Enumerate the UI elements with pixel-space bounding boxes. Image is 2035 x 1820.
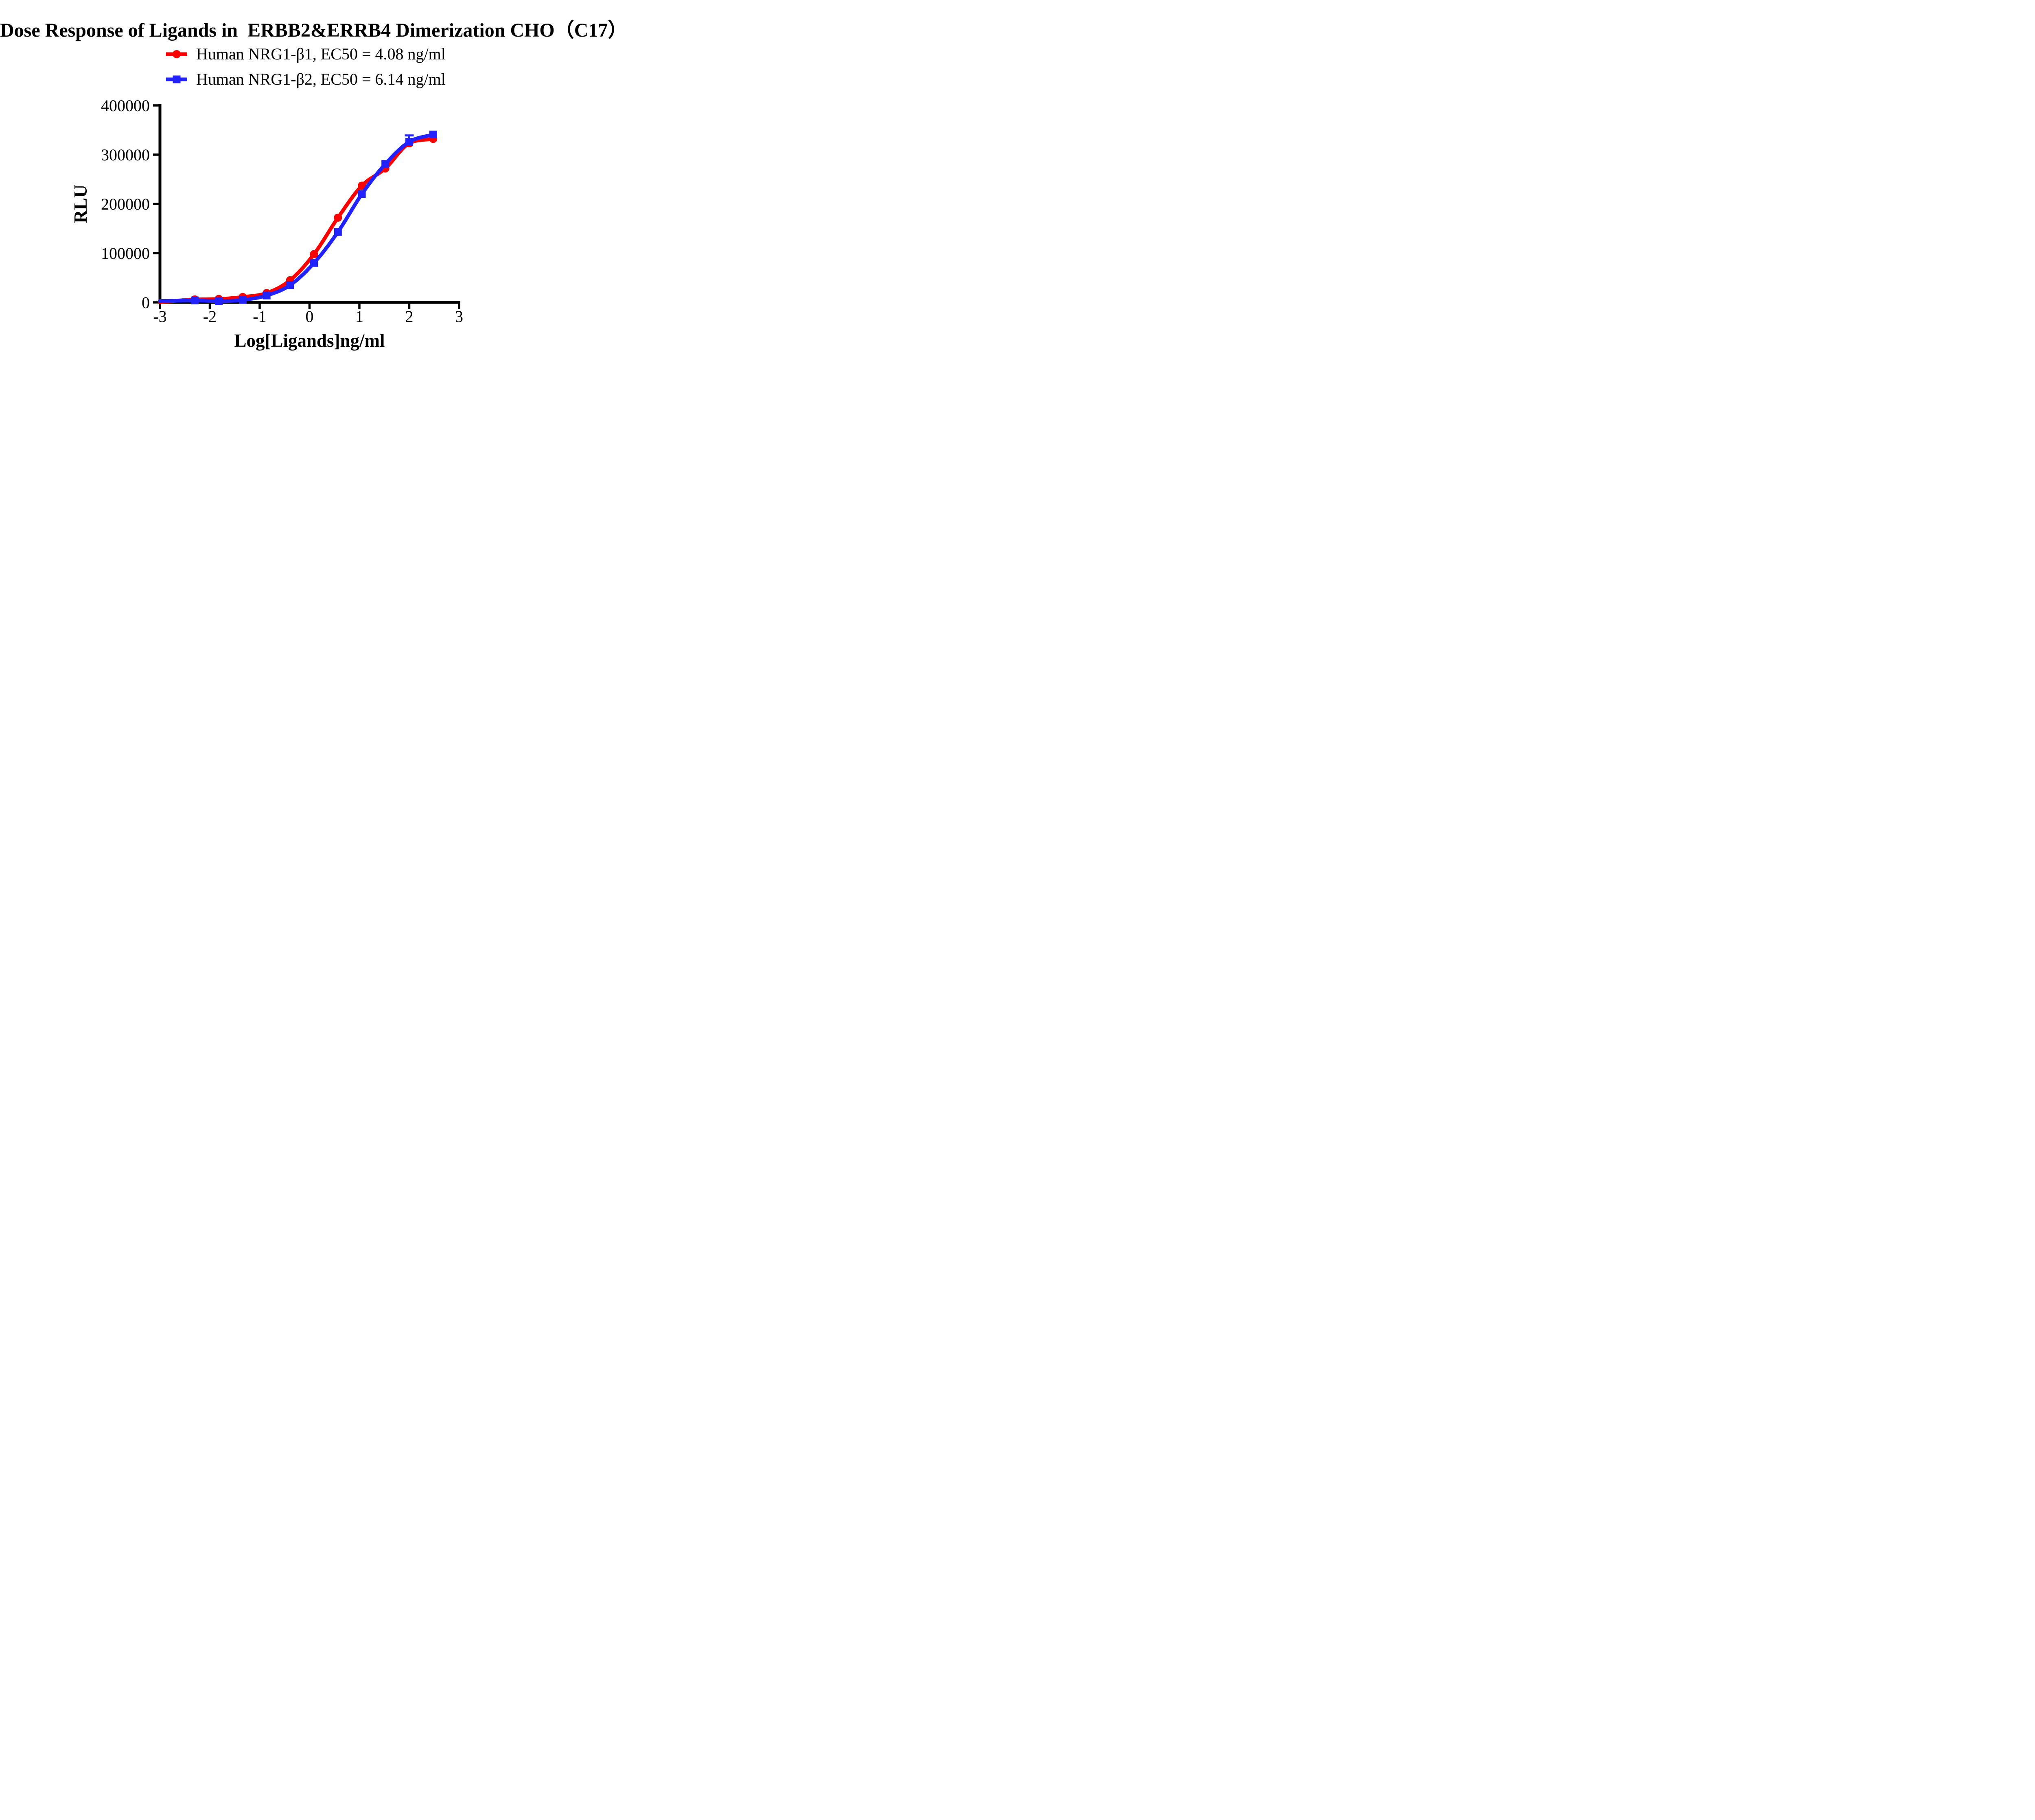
data-point-square	[381, 160, 389, 168]
x-tick-label: 0	[306, 307, 314, 326]
data-point-square	[358, 190, 366, 198]
y-tick-label: 100000	[101, 244, 150, 262]
y-tick-label: 200000	[101, 195, 150, 213]
y-tick-label: 300000	[101, 146, 150, 164]
data-point-square	[310, 259, 318, 267]
x-axis-title: Log[Ligands]ng/ml	[234, 330, 385, 351]
dose-response-figure: Dose Response of Ligands in ERBB2&ERRB4 …	[0, 0, 615, 364]
data-point-square	[191, 296, 199, 304]
data-point-circle	[310, 250, 318, 258]
y-axis-title: RLU	[70, 184, 91, 223]
x-tick-label: -3	[153, 307, 166, 326]
blue-square-legend-marker	[166, 75, 187, 83]
fit-curve	[158, 137, 435, 304]
chart-title: Dose Response of Ligands in ERBB2&ERRB4 …	[0, 20, 615, 41]
y-tick-label: 400000	[101, 96, 150, 115]
dose-response-plot: -3 -2 -1 0 1 2 3 0 100000 200000 300000 400000 Log[L…	[70, 96, 463, 351]
legend-label-nrg1-b2: Human NRG1-β2, EC50 = 6.14 ng/ml	[196, 70, 446, 88]
legend-item-nrg1-b1: Human NRG1-β1, EC50 = 4.08 ng/ml	[164, 46, 446, 62]
data-point-square	[286, 281, 294, 289]
data-point-square	[239, 296, 247, 304]
data-point-square	[429, 130, 437, 138]
data-point-circle	[334, 213, 342, 222]
x-tick-label: -1	[253, 307, 266, 326]
y-tick-label: 0	[142, 293, 150, 312]
data-point-square	[215, 297, 223, 305]
data-point-square	[405, 138, 413, 146]
legend-item-nrg1-b2: Human NRG1-β2, EC50 = 6.14 ng/ml	[164, 71, 446, 88]
x-tick-label: 3	[455, 307, 463, 326]
x-tick-label: 2	[405, 307, 414, 326]
blue-series	[158, 130, 437, 305]
axes: -3 -2 -1 0 1 2 3 0 100000 200000 300000 400000 Log[L…	[70, 96, 463, 351]
x-tick-label: -2	[203, 307, 217, 326]
x-tick-label: 1	[355, 307, 363, 326]
red-circle-legend-marker	[166, 50, 187, 58]
data-point-square	[334, 228, 342, 236]
data-point-circle	[358, 182, 366, 190]
data-point-square	[263, 291, 271, 300]
legend-label-nrg1-b1: Human NRG1-β1, EC50 = 4.08 ng/ml	[196, 45, 446, 63]
